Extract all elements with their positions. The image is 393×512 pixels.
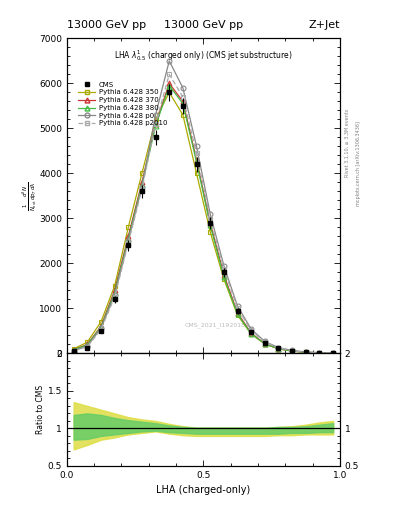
Y-axis label: $\frac{1}{N_\mathrm{evt}}\frac{d^2N}{dp_T\,d\lambda}$: $\frac{1}{N_\mathrm{evt}}\frac{d^2N}{dp_… [20,181,38,211]
Text: mcplots.cern.ch [arXiv:1306.3436]: mcplots.cern.ch [arXiv:1306.3436] [356,121,361,206]
Text: Rivet 3.1.10, ≥ 3.3M events: Rivet 3.1.10, ≥ 3.3M events [345,109,350,178]
Legend: CMS, Pythia 6.428 350, Pythia 6.428 370, Pythia 6.428 380, Pythia 6.428 p0, Pyth: CMS, Pythia 6.428 350, Pythia 6.428 370,… [76,80,169,129]
Text: 13000 GeV pp: 13000 GeV pp [164,19,243,30]
Text: LHA $\lambda^1_{0.5}$ (charged only) (CMS jet substructure): LHA $\lambda^1_{0.5}$ (charged only) (CM… [114,48,293,63]
Text: Z+Jet: Z+Jet [309,19,340,30]
Text: 13000 GeV pp: 13000 GeV pp [67,19,146,30]
Y-axis label: Ratio to CMS: Ratio to CMS [36,385,45,434]
X-axis label: LHA (charged-only): LHA (charged-only) [156,485,250,495]
Text: CMS_2021_I1920187: CMS_2021_I1920187 [185,323,250,328]
